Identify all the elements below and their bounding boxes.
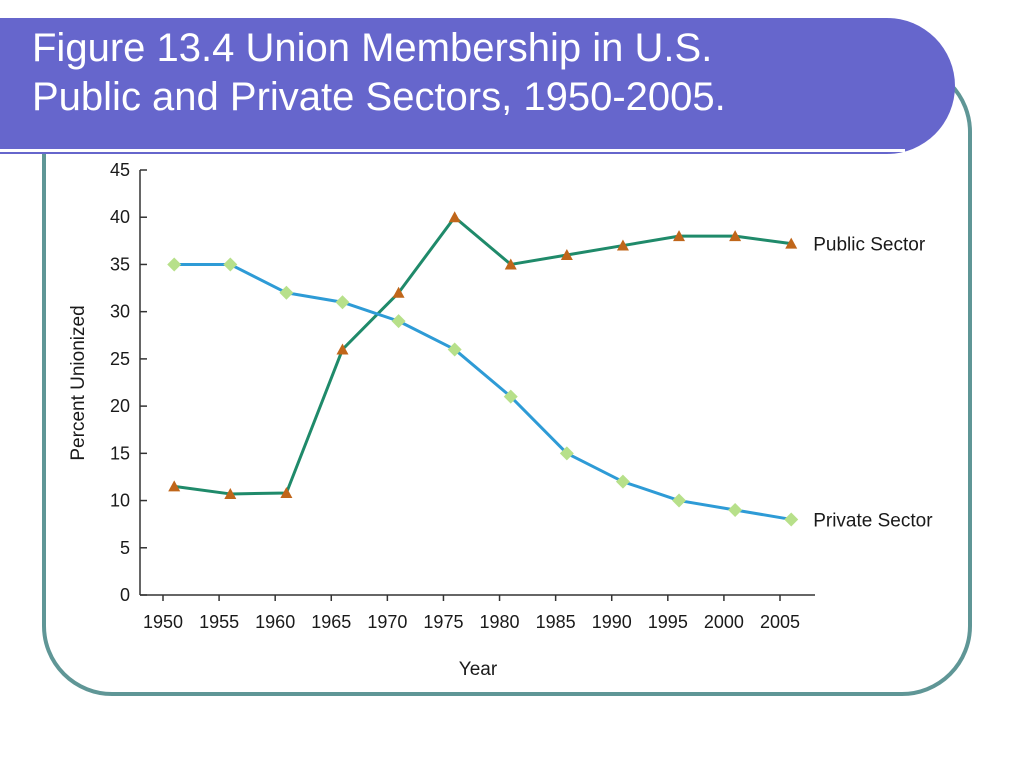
y-tick-label: 25 — [110, 349, 130, 369]
y-tick-label: 5 — [120, 538, 130, 558]
private-sector-point — [728, 503, 743, 517]
x-tick-label: 1985 — [536, 612, 576, 632]
chart-axes — [139, 170, 815, 596]
private-sector-point — [615, 474, 630, 489]
title-bar — [0, 18, 955, 154]
private-sector-point — [279, 285, 294, 300]
series-private-sector: Private Sector — [167, 257, 933, 531]
x-tick-label: 1995 — [648, 612, 688, 632]
private-sector-label: Private Sector — [813, 510, 933, 531]
public-sector-point — [729, 230, 742, 242]
x-tick-label: 1955 — [199, 612, 239, 632]
private-sector-point — [391, 314, 406, 329]
public-sector-line — [174, 215, 792, 496]
x-tick-label: 1970 — [367, 612, 407, 632]
private-sector-point — [223, 257, 238, 272]
slide-frame — [42, 62, 972, 696]
private-sector-point — [167, 257, 182, 272]
public-sector-point — [673, 230, 686, 242]
private-sector-point — [503, 389, 518, 404]
title-underline — [0, 149, 905, 152]
y-tick-label: 35 — [110, 254, 130, 274]
public-sector-point — [448, 211, 461, 223]
x-tick-label: 1990 — [592, 612, 632, 632]
y-tick-label: 30 — [110, 302, 130, 322]
y-tick-label: 40 — [110, 207, 130, 227]
x-axis-label: Year — [459, 659, 498, 680]
private-sector-point — [784, 512, 799, 527]
private-sector-point — [559, 446, 574, 461]
slide-title: Figure 13.4 Union Membership in U.S. Pub… — [32, 26, 726, 119]
x-tick-label: 2000 — [704, 612, 744, 632]
y-tick-label: 45 — [110, 160, 130, 180]
public-sector-point — [785, 237, 798, 249]
private-sector-point — [672, 493, 687, 508]
y-axis-ticks: 0 5 10 15 20 25 30 35 40 45 — [110, 160, 147, 605]
y-tick-label: 20 — [110, 396, 130, 416]
x-tick-label: 1960 — [255, 612, 295, 632]
public-sector-point — [224, 487, 237, 499]
private-sector-line — [174, 262, 792, 521]
public-sector-point — [616, 239, 629, 251]
y-tick-label: 10 — [110, 491, 130, 511]
y-axis-label: Percent Unionized — [68, 305, 89, 460]
x-tick-label: 1965 — [311, 612, 351, 632]
private-sector-point — [447, 342, 462, 357]
series-public-sector: Public Sector — [168, 211, 926, 499]
x-tick-label: 1980 — [480, 612, 520, 632]
public-sector-point — [168, 480, 181, 492]
public-sector-point — [336, 343, 349, 355]
y-tick-label: 15 — [110, 443, 130, 463]
x-axis-ticks: 1950 1955 1960 1965 1970 1975 1980 1985 1990 1995… — [143, 595, 800, 632]
public-sector-point — [392, 286, 405, 298]
y-tick-label: 0 — [120, 585, 130, 605]
public-sector-point — [280, 487, 293, 498]
x-tick-label: 1950 — [143, 612, 183, 632]
public-sector-point — [504, 258, 517, 270]
series-layer: Public Sector Private Sector — [167, 211, 933, 531]
public-sector-label: Public Sector — [813, 235, 926, 256]
private-sector-point — [335, 295, 350, 310]
x-tick-label: 2005 — [760, 612, 800, 632]
public-sector-point — [560, 249, 573, 260]
x-tick-label: 1975 — [423, 612, 463, 632]
